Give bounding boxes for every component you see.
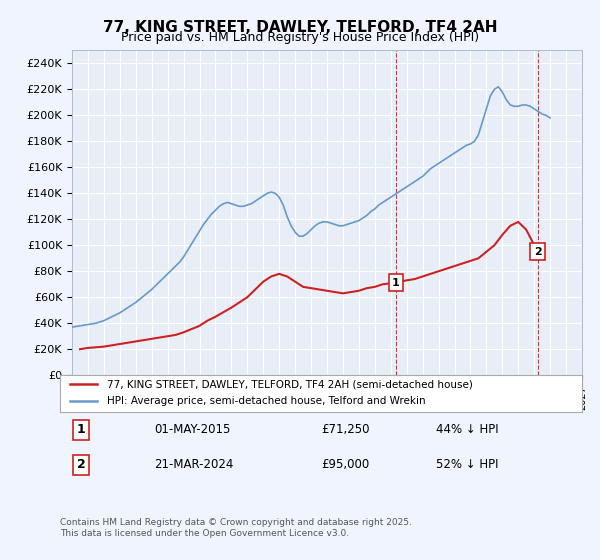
Text: 2: 2 — [534, 247, 542, 257]
Text: 52% ↓ HPI: 52% ↓ HPI — [436, 458, 499, 472]
Text: 77, KING STREET, DAWLEY, TELFORD, TF4 2AH: 77, KING STREET, DAWLEY, TELFORD, TF4 2A… — [103, 20, 497, 35]
Text: 44% ↓ HPI: 44% ↓ HPI — [436, 423, 499, 436]
Text: HPI: Average price, semi-detached house, Telford and Wrekin: HPI: Average price, semi-detached house,… — [107, 396, 425, 407]
Text: £71,250: £71,250 — [321, 423, 370, 436]
Text: £95,000: £95,000 — [321, 458, 369, 472]
Text: 2: 2 — [77, 458, 85, 472]
Text: 01-MAY-2015: 01-MAY-2015 — [154, 423, 230, 436]
Text: 77, KING STREET, DAWLEY, TELFORD, TF4 2AH (semi-detached house): 77, KING STREET, DAWLEY, TELFORD, TF4 2A… — [107, 379, 473, 389]
Text: 1: 1 — [392, 278, 400, 288]
Text: Price paid vs. HM Land Registry's House Price Index (HPI): Price paid vs. HM Land Registry's House … — [121, 31, 479, 44]
Text: 21-MAR-2024: 21-MAR-2024 — [154, 458, 233, 472]
Text: 1: 1 — [77, 423, 85, 436]
Text: Contains HM Land Registry data © Crown copyright and database right 2025.
This d: Contains HM Land Registry data © Crown c… — [60, 518, 412, 538]
